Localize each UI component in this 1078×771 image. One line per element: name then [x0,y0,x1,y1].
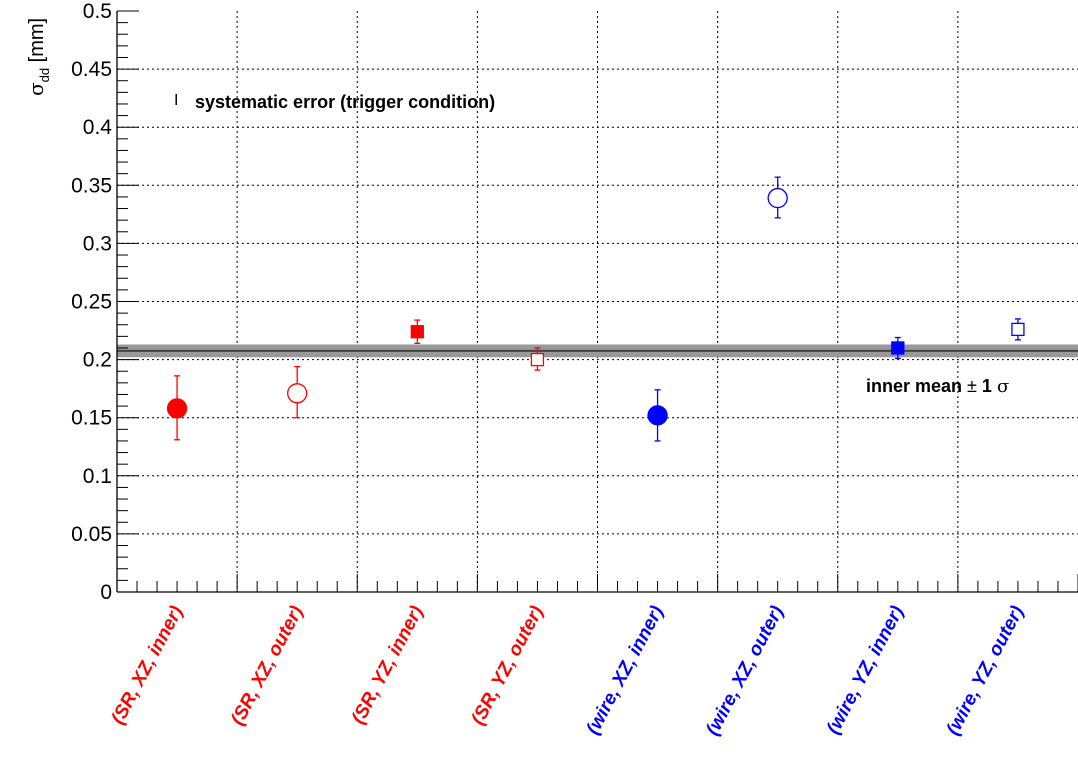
systematic-error-annotation: systematic error (trigger condition) [195,92,495,112]
x-category-label: (wire, YZ, outer) [943,602,1029,738]
y-tick-label: 0.4 [83,116,113,139]
systematic-error-marker: I [174,92,178,109]
grid [117,11,1078,592]
y-tick-label: 0.1 [83,465,112,488]
y-tick-label: 0.15 [71,407,112,430]
x-category-label: (SR, YZ, inner) [348,602,428,727]
data-point [767,187,788,209]
data-point [287,383,308,404]
y-tick-label: 0.25 [71,291,112,314]
y-tick-label: 0.5 [83,0,112,23]
x-category-label: (SR, XZ, inner) [107,602,187,727]
band-label: inner mean ± 1 σ [866,376,1009,397]
x-category-label: (wire, XZ, inner) [583,602,668,738]
axes [116,10,1078,593]
y-tick-label: 0.05 [71,523,112,546]
x-category-label: (SR, YZ, outer) [468,602,548,728]
y-tick-label: 0.3 [83,232,112,255]
data-points [166,176,1025,442]
data-point [530,352,545,367]
y-axis-label: σdd [mm] [24,18,52,96]
mean-band [117,344,1078,358]
y-tick-label: 0.2 [83,349,112,372]
x-category-label: (wire, YZ, inner) [823,602,908,737]
y-tick-label: 0.45 [71,58,112,81]
x-category-label: (wire, XZ, outer) [702,602,788,739]
y-tick-label: 0.35 [71,174,112,197]
x-category-label: (SR, XZ, outer) [227,602,307,728]
data-point [410,325,424,339]
data-point [166,398,188,419]
data-point [647,405,668,426]
y-tick-label: 0 [100,581,112,604]
data-point [891,341,905,355]
data-point [1011,322,1025,337]
